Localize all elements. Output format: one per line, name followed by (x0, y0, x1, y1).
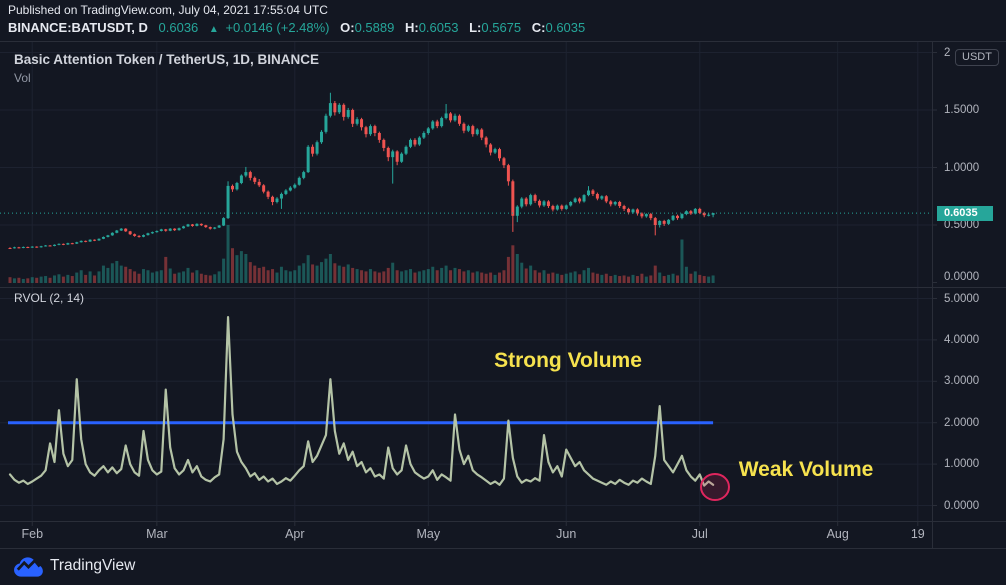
brand-name[interactable]: TradingView (50, 557, 136, 574)
tradingview-logo-icon[interactable] (13, 555, 45, 579)
annotation-weak-volume: Weak Volume (738, 458, 874, 481)
circle-annotation (700, 473, 730, 501)
currency-badge: USDT (955, 49, 999, 66)
ohlc-open: O:0.5889 (340, 20, 395, 35)
price-change: +0.0146 (+2.48%) (225, 20, 330, 35)
annotation-strong-volume: Strong Volume (494, 349, 642, 372)
ohlc-low: L:0.5675 (469, 20, 522, 35)
candlesticks (8, 92, 715, 249)
rvol-line (8, 316, 715, 487)
last-price-text: 0.6036 (158, 20, 199, 35)
up-arrow-icon: ▲ (208, 24, 219, 35)
footer-bar: TradingView (0, 549, 1006, 585)
volume-indicator-label: Vol (14, 71, 31, 85)
volume-bars (8, 225, 715, 283)
symbol-info-bar: BINANCE:BATUSDT, D 0.6036 ▲ +0.0146 (+2.… (8, 20, 585, 35)
symbol-name: BINANCE:BATUSDT, (8, 20, 135, 35)
published-caption: Published on TradingView.com, July 04, 2… (8, 3, 328, 17)
last-price-badge: 0.6035 (937, 206, 993, 221)
pane-borders (0, 41, 1006, 549)
rvol-indicator-label: RVOL (2, 14) (14, 291, 85, 305)
ohlc-close: C:0.6035 (531, 20, 586, 35)
interval-label: D (138, 20, 148, 35)
chart-title: Basic Attention Token / TetherUS, 1D, BI… (14, 52, 320, 67)
ohlc-high: H:0.6053 (404, 20, 459, 35)
gridlines (0, 42, 932, 521)
